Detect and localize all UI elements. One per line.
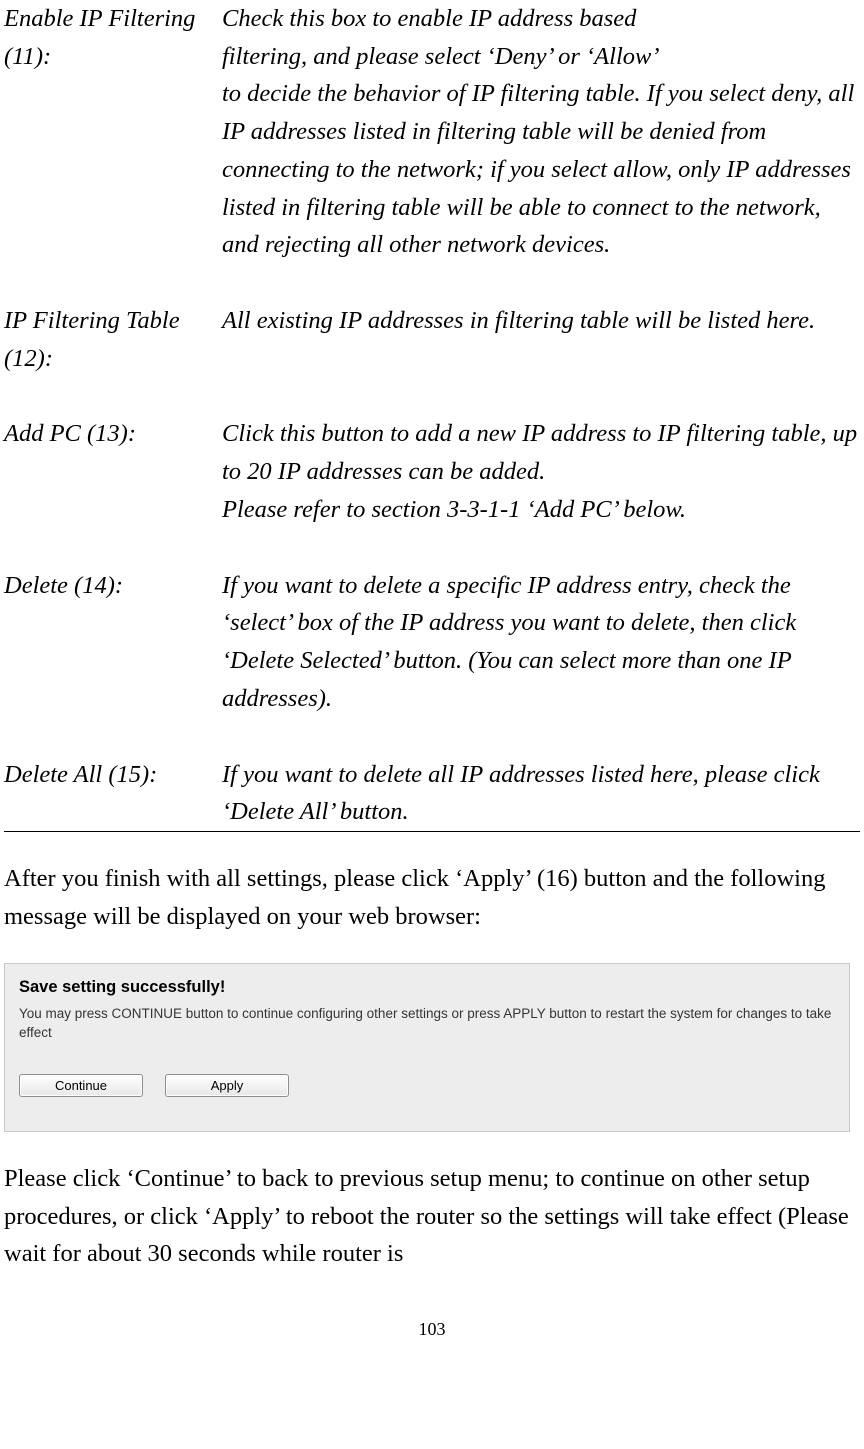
paragraph-after-table: After you finish with all settings, plea…: [4, 860, 860, 935]
definition-row: IP Filtering Table (12): All existing IP…: [4, 302, 860, 377]
definition-row: Add PC (13): Click this button to add a …: [4, 415, 860, 528]
definition-term: IP Filtering Table (12):: [4, 302, 222, 377]
definitions-table: Enable IP Filtering (11): Check this box…: [4, 0, 860, 832]
dialog-button-row: Continue Apply: [19, 1074, 835, 1097]
definition-desc: If you want to delete a specific IP addr…: [222, 567, 860, 718]
definition-row: Delete All (15): If you want to delete a…: [4, 756, 860, 831]
dialog-title: Save setting successfully!: [19, 978, 835, 997]
definition-term: Enable IP Filtering (11):: [4, 0, 222, 264]
paragraph-after-dialog: Please click ‘Continue’ to back to previ…: [4, 1160, 860, 1273]
definition-desc: Click this button to add a new IP addres…: [222, 415, 860, 528]
continue-button[interactable]: Continue: [19, 1074, 143, 1097]
definition-term: Delete All (15):: [4, 756, 222, 831]
definition-desc: Check this box to enable IP address base…: [222, 0, 860, 264]
save-dialog: Save setting successfully! You may press…: [4, 963, 850, 1131]
definition-desc: If you want to delete all IP addresses l…: [222, 756, 860, 831]
definition-row: Enable IP Filtering (11): Check this box…: [4, 0, 860, 264]
definition-term: Delete (14):: [4, 567, 222, 718]
apply-button[interactable]: Apply: [165, 1074, 289, 1097]
definition-row: Delete (14): If you want to delete a spe…: [4, 567, 860, 718]
dialog-text: You may press CONTINUE button to continu…: [19, 1005, 835, 1041]
page-number: 103: [4, 1319, 860, 1340]
definition-term: Add PC (13):: [4, 415, 222, 528]
definition-desc: All existing IP addresses in filtering t…: [222, 302, 860, 377]
